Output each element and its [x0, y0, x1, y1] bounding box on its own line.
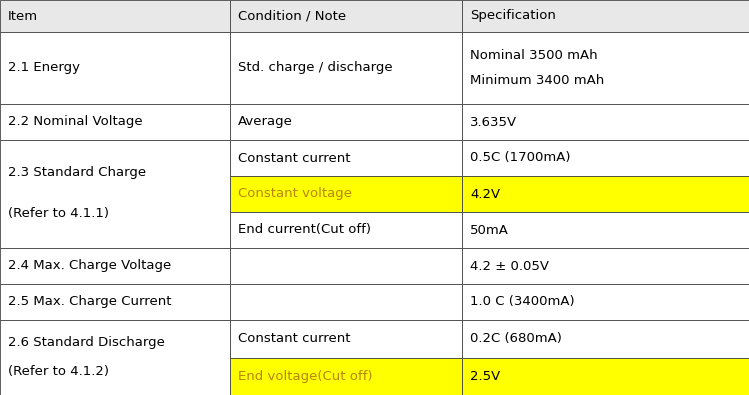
Text: 2.2 Nominal Voltage: 2.2 Nominal Voltage — [8, 115, 142, 128]
Bar — [462, 248, 749, 284]
Text: 2.6 Standard Discharge: 2.6 Standard Discharge — [8, 336, 165, 349]
Bar — [462, 284, 749, 320]
Bar — [462, 320, 749, 357]
Text: Std. charge / discharge: Std. charge / discharge — [238, 62, 392, 75]
Text: End voltage(Cut off): End voltage(Cut off) — [238, 370, 372, 383]
Bar — [230, 104, 462, 140]
Text: Constant voltage: Constant voltage — [238, 188, 352, 201]
Text: Constant current: Constant current — [238, 152, 351, 164]
Bar — [462, 104, 749, 140]
Bar — [462, 140, 749, 176]
Bar — [230, 32, 462, 104]
Bar — [230, 212, 462, 248]
Bar — [230, 176, 462, 212]
Text: (Refer to 4.1.1): (Refer to 4.1.1) — [8, 207, 109, 220]
Bar — [230, 320, 462, 357]
Text: 1.0 C (3400mA): 1.0 C (3400mA) — [470, 295, 574, 308]
Text: 50mA: 50mA — [470, 224, 509, 237]
Text: 0.2C (680mA): 0.2C (680mA) — [470, 332, 562, 345]
Bar — [0, 248, 230, 284]
Text: 3.635V: 3.635V — [470, 115, 517, 128]
Text: 2.5V: 2.5V — [470, 370, 500, 383]
Text: Constant current: Constant current — [238, 332, 351, 345]
Text: 2.1 Energy: 2.1 Energy — [8, 62, 80, 75]
Bar — [230, 284, 462, 320]
Text: (Refer to 4.1.2): (Refer to 4.1.2) — [8, 365, 109, 378]
Bar — [462, 32, 749, 104]
Bar — [230, 0, 462, 32]
Bar — [0, 32, 230, 104]
Text: 2.4 Max. Charge Voltage: 2.4 Max. Charge Voltage — [8, 260, 172, 273]
Text: 4.2V: 4.2V — [470, 188, 500, 201]
Bar — [0, 284, 230, 320]
Bar — [230, 357, 462, 395]
Text: Average: Average — [238, 115, 293, 128]
Text: Condition / Note: Condition / Note — [238, 9, 346, 23]
Bar — [462, 212, 749, 248]
Bar — [462, 0, 749, 32]
Text: Minimum 3400 mAh: Minimum 3400 mAh — [470, 75, 604, 87]
Bar — [0, 320, 230, 395]
Bar — [462, 357, 749, 395]
Bar — [0, 0, 230, 32]
Bar — [0, 140, 230, 248]
Text: Nominal 3500 mAh: Nominal 3500 mAh — [470, 49, 598, 62]
Text: End current(Cut off): End current(Cut off) — [238, 224, 371, 237]
Text: 0.5C (1700mA): 0.5C (1700mA) — [470, 152, 571, 164]
Text: 2.5 Max. Charge Current: 2.5 Max. Charge Current — [8, 295, 172, 308]
Bar — [230, 140, 462, 176]
Text: Item: Item — [8, 9, 38, 23]
Bar — [230, 248, 462, 284]
Bar — [0, 104, 230, 140]
Text: Specification: Specification — [470, 9, 556, 23]
Bar — [462, 176, 749, 212]
Text: 2.3 Standard Charge: 2.3 Standard Charge — [8, 166, 146, 179]
Text: 4.2 ± 0.05V: 4.2 ± 0.05V — [470, 260, 549, 273]
